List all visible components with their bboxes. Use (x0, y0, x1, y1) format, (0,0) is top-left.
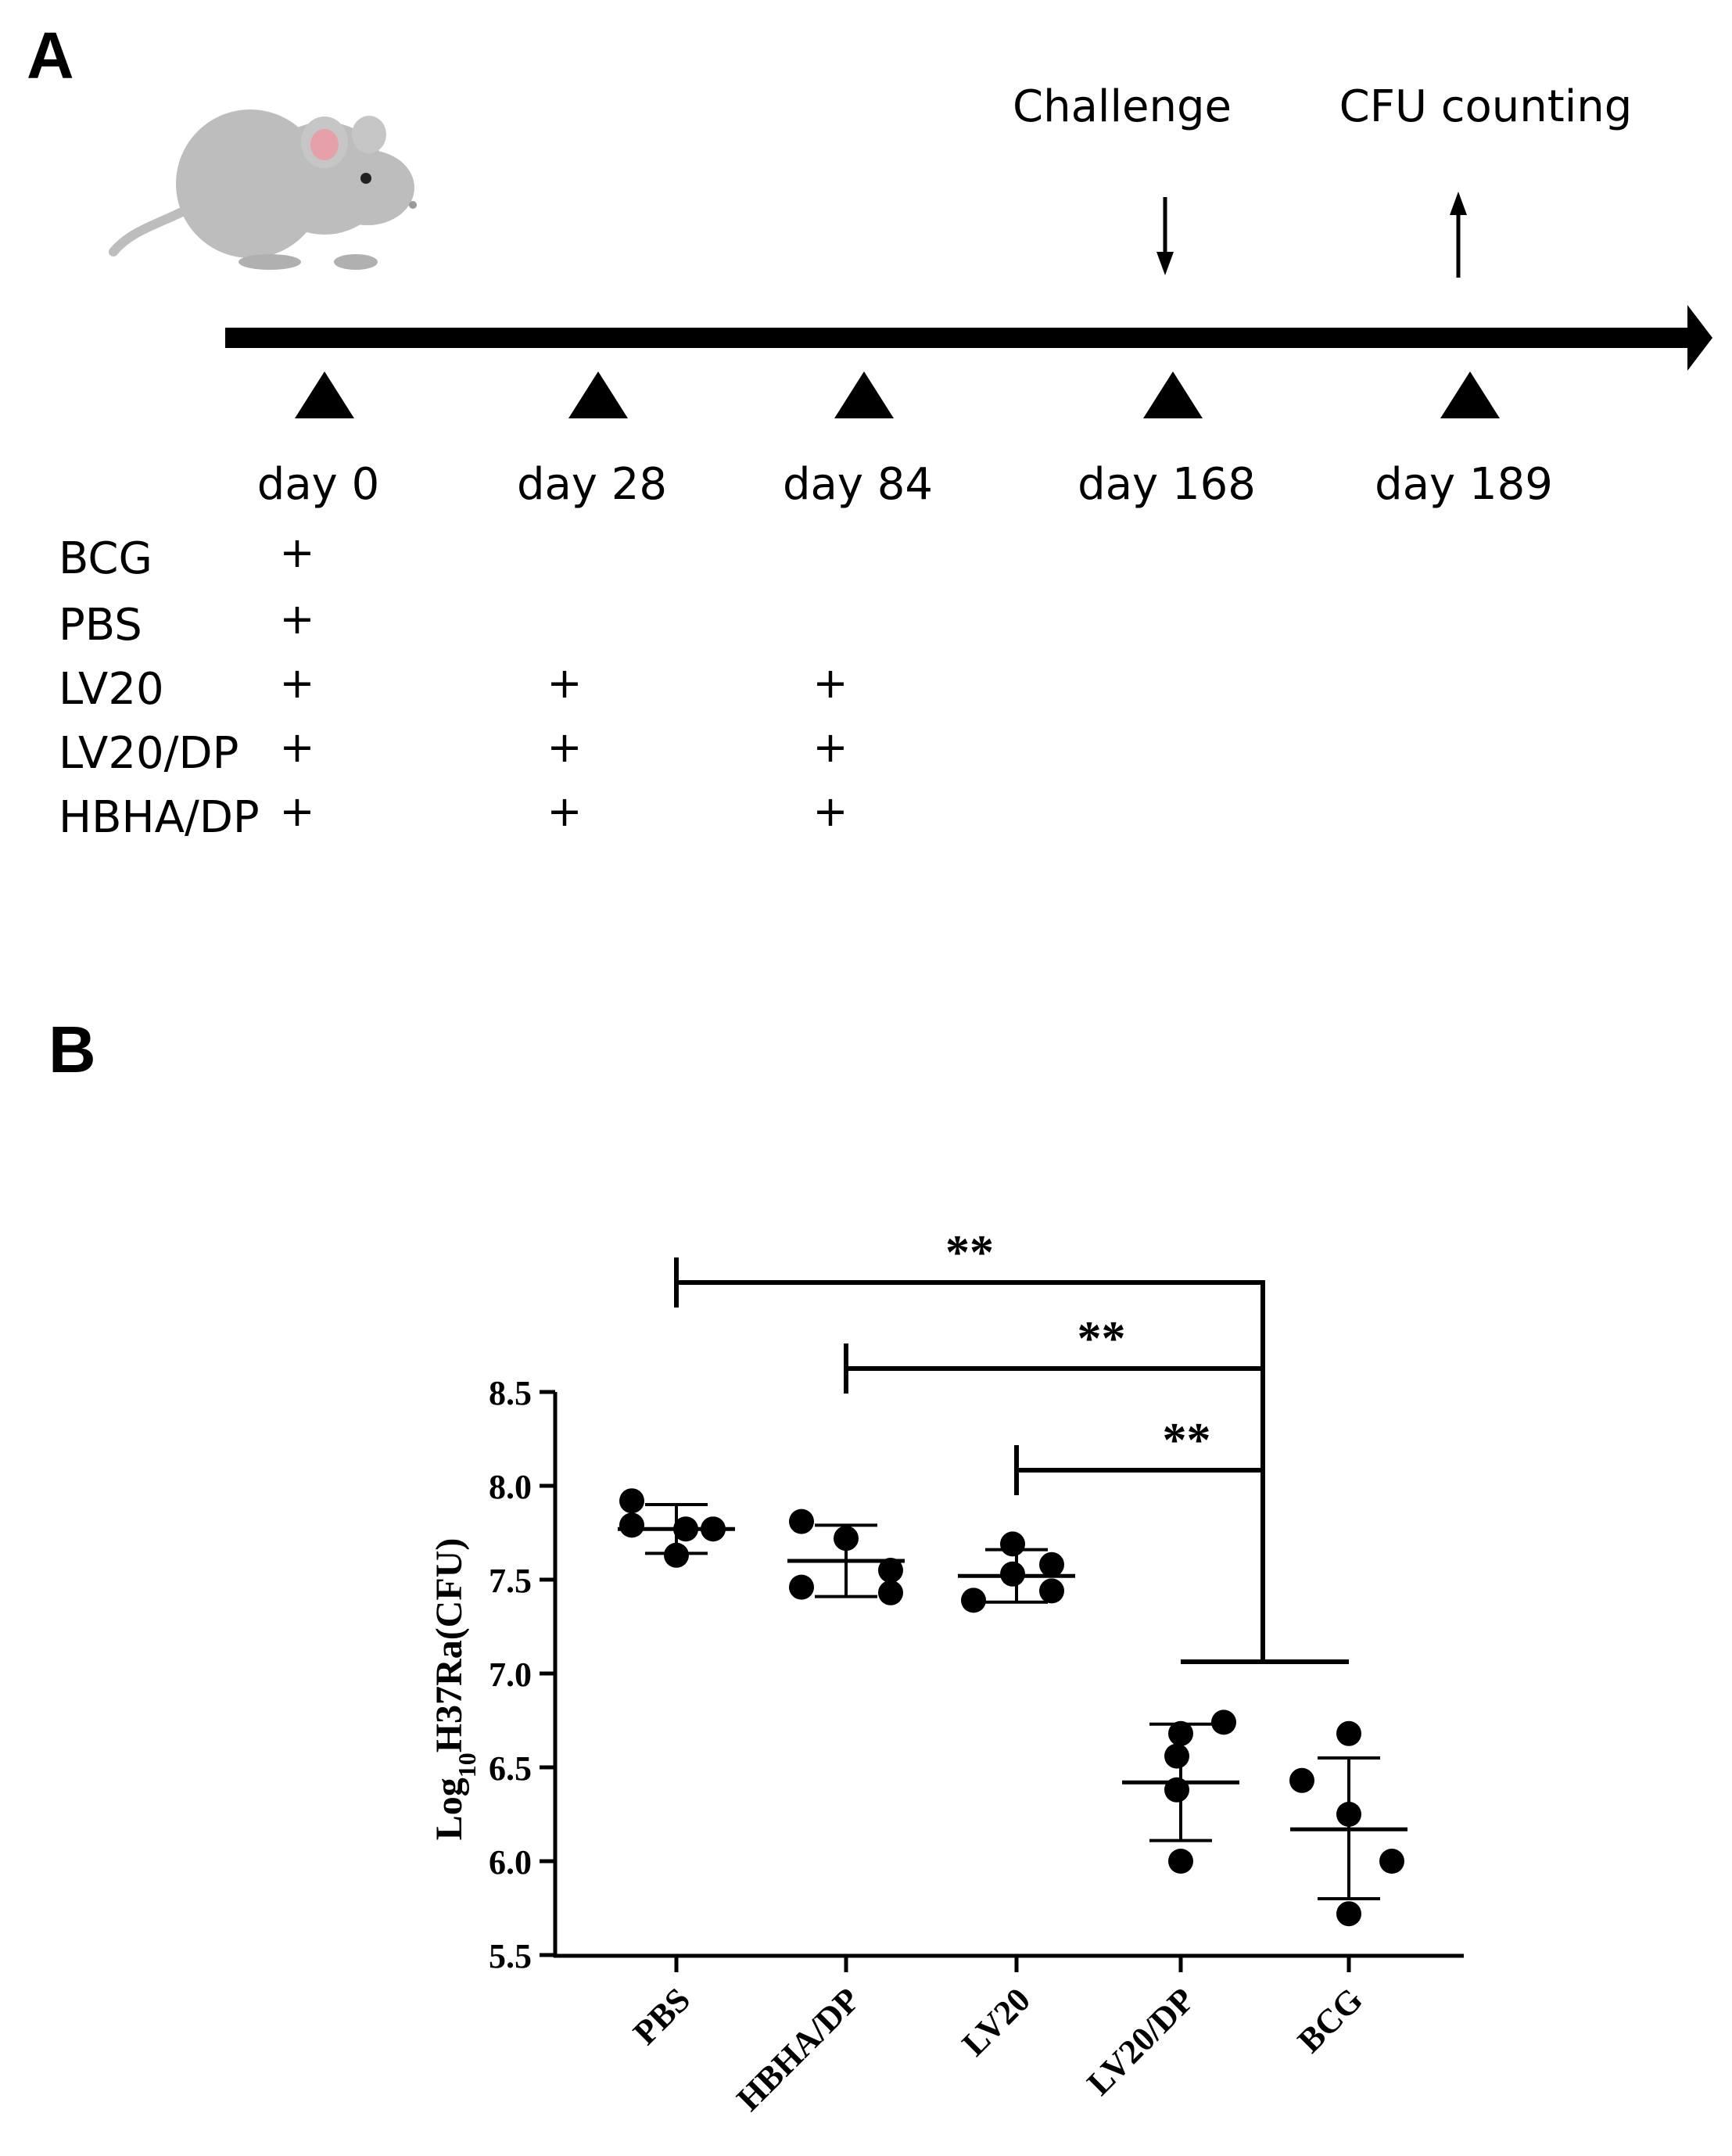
cfu-dot-plot: 5.5 6.0 6.5 7.0 7.5 8.0 8.5 Log10H37Ra(CFU) PB… (429, 1226, 1464, 2118)
data-point (878, 1558, 903, 1583)
day-label: day 84 (783, 459, 933, 510)
data-point (1336, 1901, 1361, 1927)
data-point (789, 1574, 814, 1600)
x-tick-label: PBS (626, 1980, 697, 2052)
group-label: LV20 (59, 664, 164, 715)
data-point (1336, 1720, 1361, 1746)
day-label: day 189 (1375, 459, 1553, 510)
data-point (701, 1516, 726, 1542)
dose-mark: + (812, 658, 848, 708)
mouse-icon (109, 109, 417, 270)
data-point (1039, 1578, 1064, 1604)
data-point (1164, 1777, 1189, 1803)
data-point (1336, 1802, 1361, 1827)
group-label: PBS (59, 600, 142, 651)
timeline-triangle-marker (1143, 371, 1203, 418)
group-label: HBHA/DP (59, 792, 260, 843)
data-point (1168, 1849, 1193, 1874)
data-point (619, 1488, 644, 1514)
data-point (878, 1580, 903, 1605)
data-point (1211, 1709, 1236, 1735)
x-tick-label: HBHA/DP (730, 1980, 867, 2118)
day-label: day 0 (257, 459, 379, 510)
dose-mark: + (547, 723, 582, 772)
y-axis-label: Log10H37Ra(CFU) (429, 1538, 481, 1841)
dose-mark: + (279, 658, 314, 708)
dose-mark: + (812, 787, 848, 836)
y-tick-label: 8.0 (489, 1468, 532, 1506)
y-tick-label: 8.5 (489, 1374, 532, 1412)
significance-label: ** (945, 1226, 994, 1279)
timeline-arrow (225, 305, 1712, 371)
y-tick-label: 6.0 (489, 1843, 532, 1882)
up-arrow-head (1450, 192, 1467, 215)
timeline-triangle-marker (834, 371, 894, 418)
x-tick-label: BCG (1290, 1980, 1370, 2060)
data-point (834, 1526, 859, 1552)
significance-label: ** (1078, 1312, 1126, 1365)
panel-b-label: B (48, 1013, 96, 1086)
timeline-triangle-marker (295, 371, 354, 418)
data-point (1000, 1531, 1025, 1557)
significance-label: ** (1163, 1414, 1211, 1467)
y-tick-label: 7.5 (489, 1562, 532, 1600)
panel-a-label: A (27, 19, 74, 92)
down-arrow-head (1156, 252, 1174, 275)
group-label: LV20/DP (59, 728, 238, 779)
dose-mark: + (279, 528, 314, 577)
data-point (961, 1587, 986, 1613)
data-point (1039, 1552, 1064, 1577)
cfu-counting-label: CFU counting (1339, 81, 1633, 132)
dose-mark: + (279, 787, 314, 836)
y-tick-label: 7.0 (489, 1656, 532, 1694)
data-point (673, 1516, 698, 1542)
day-label: day 28 (517, 459, 667, 510)
day-label: day 168 (1078, 459, 1256, 510)
x-tick-label: LV20/DP (1080, 1980, 1202, 2102)
data-point (1164, 1743, 1189, 1769)
timeline-triangle-marker (1440, 371, 1500, 418)
dose-mark: + (279, 723, 314, 772)
x-tick-label: LV20 (955, 1980, 1038, 2063)
data-point (1379, 1849, 1404, 1874)
timeline-triangle-marker (568, 371, 628, 418)
dose-mark: + (279, 594, 314, 644)
dose-mark: + (812, 723, 848, 772)
data-point (619, 1512, 644, 1538)
data-point (1168, 1720, 1193, 1746)
data-point (1289, 1767, 1314, 1793)
data-point (1000, 1561, 1025, 1587)
dose-mark: + (547, 658, 582, 708)
group-label: BCG (59, 533, 152, 584)
y-tick-label: 6.5 (489, 1749, 532, 1788)
challenge-label: Challenge (1013, 81, 1232, 132)
data-point (664, 1542, 689, 1568)
data-point (789, 1508, 814, 1534)
dose-mark: + (547, 787, 582, 836)
y-tick-label: 5.5 (489, 1937, 532, 1975)
